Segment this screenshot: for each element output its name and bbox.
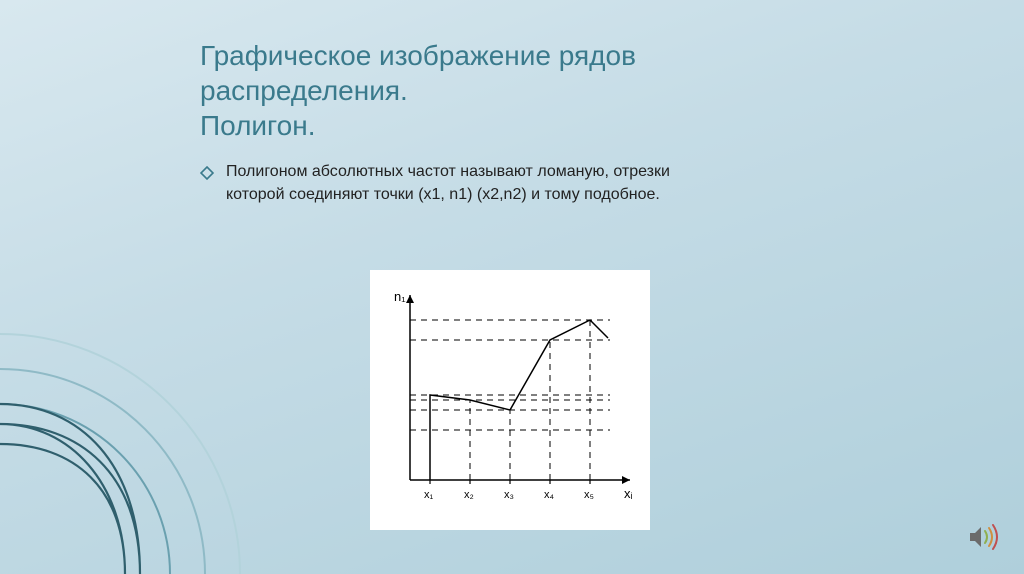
x-tick-label-3: x₄ <box>544 489 555 501</box>
corner-decoration <box>0 274 300 574</box>
y-axis-label: n₁ <box>394 289 406 304</box>
bullet-marker-icon <box>200 166 214 180</box>
x-axis-label: xᵢ <box>624 486 633 501</box>
title-line-3: Полигон. <box>200 108 636 143</box>
slide: Графическое изображение рядов распределе… <box>0 0 1024 574</box>
audio-icon[interactable] <box>966 520 1000 554</box>
deco-ring-1 <box>0 404 170 574</box>
title-line-2: распределения. <box>200 73 636 108</box>
slide-title: Графическое изображение рядов распределе… <box>200 38 636 143</box>
title-line-1: Графическое изображение рядов <box>200 38 636 73</box>
polygon-chart: n₁ xᵢ x₁ x₂ x₃ x₄ x₅ <box>370 270 650 530</box>
bullet-text: Полигоном абсолютных частот называют лом… <box>226 160 680 206</box>
y-axis-arrow <box>406 295 414 303</box>
body-text-area: Полигоном абсолютных частот называют лом… <box>200 160 680 206</box>
bullet-item: Полигоном абсолютных частот называют лом… <box>200 160 680 206</box>
x-tick-label-1: x₂ <box>464 489 474 501</box>
deco-swirl <box>0 404 140 574</box>
chart-svg: n₁ xᵢ x₁ x₂ x₃ x₄ x₅ <box>380 280 640 520</box>
x-tick-label-0: x₁ <box>424 489 434 501</box>
x-tick-label-4: x₅ <box>584 489 594 501</box>
x-axis-arrow <box>622 476 630 484</box>
x-tick-label-2: x₃ <box>504 489 514 501</box>
deco-ring-3 <box>0 334 240 574</box>
deco-ring-2 <box>0 369 205 574</box>
